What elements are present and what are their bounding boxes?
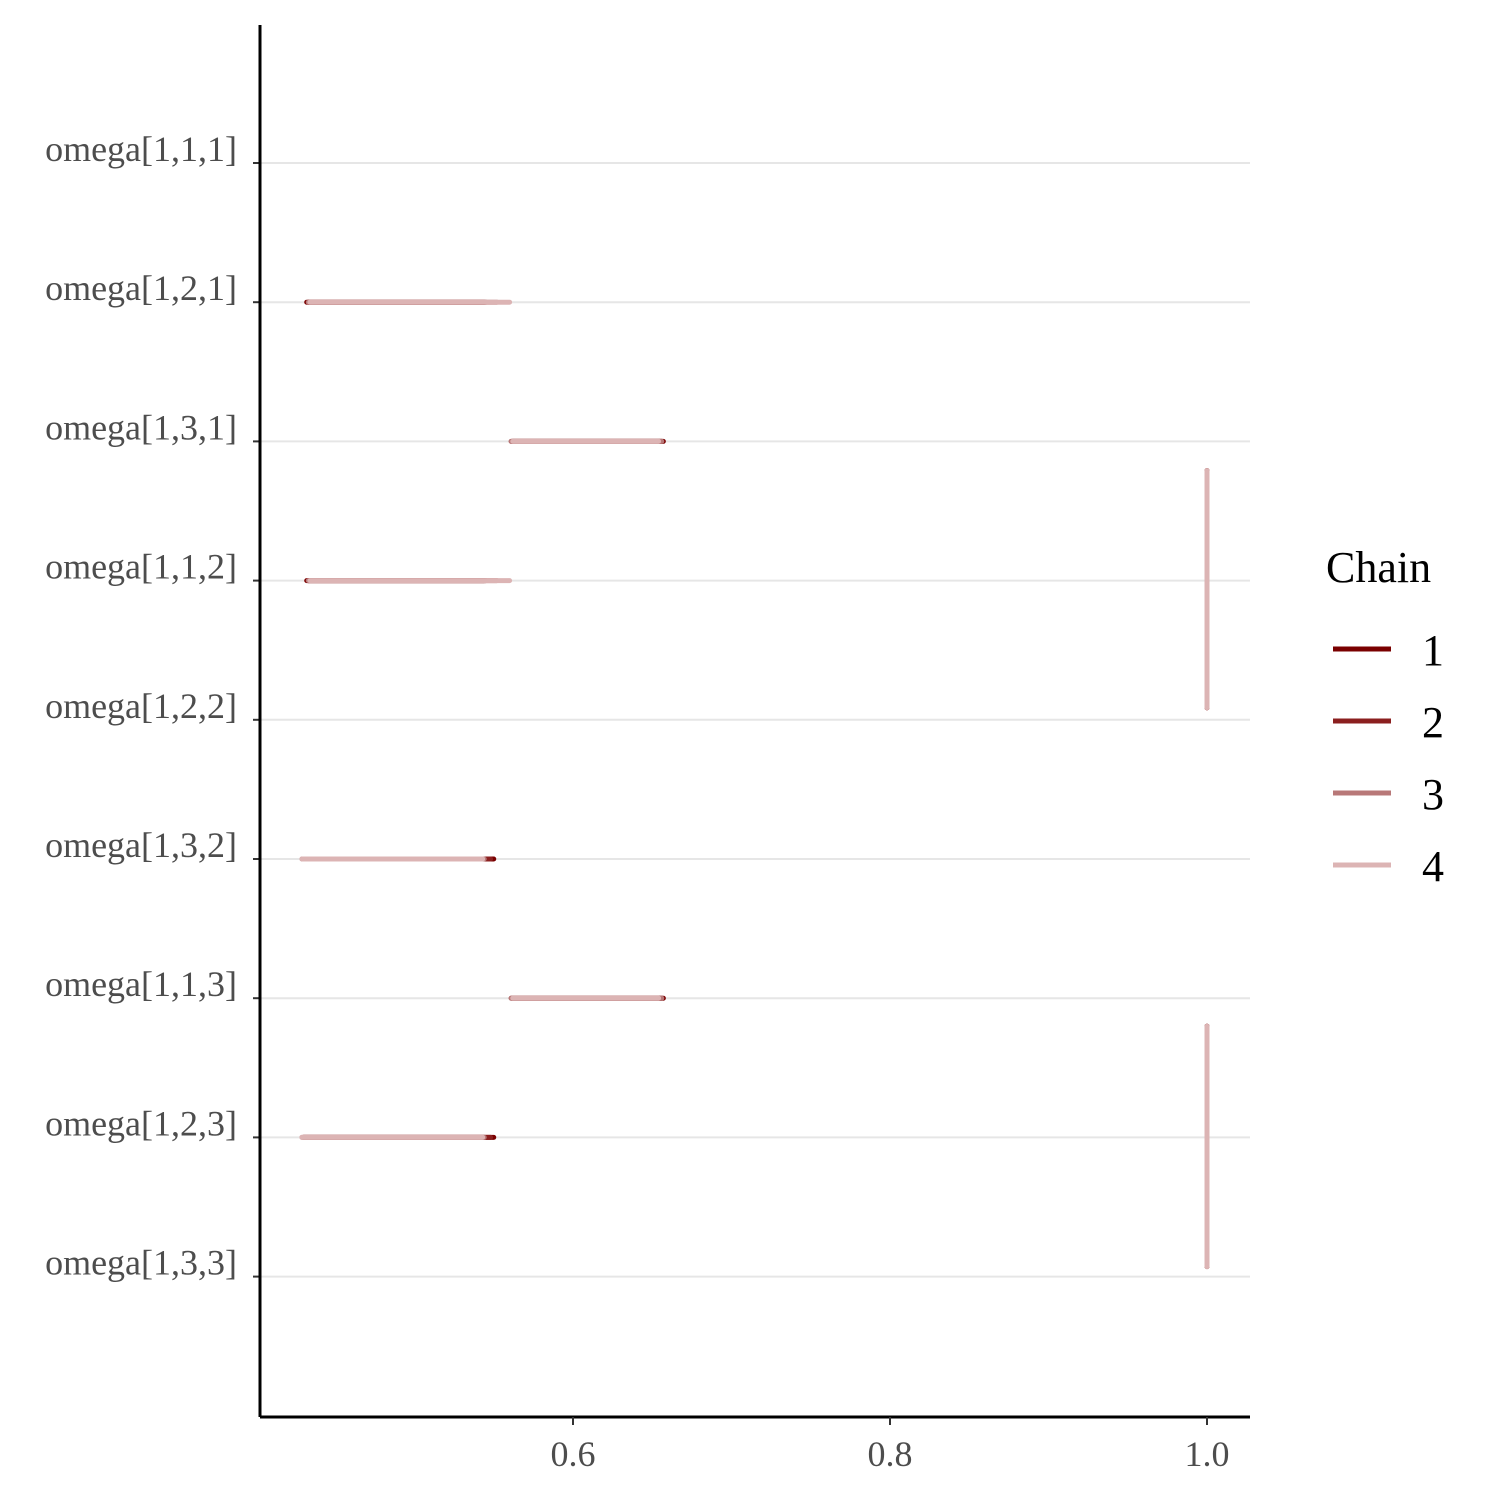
y-tick-label: omega[1,3,2] [45,825,237,865]
y-tick-label: omega[1,3,3] [45,1243,237,1283]
y-tick-label: omega[1,1,1] [45,129,237,169]
legend-label: 1 [1422,626,1444,675]
y-tick-label: omega[1,3,1] [45,407,237,447]
axes: omega[1,1,1] omega[1,2,1] omega[1,3,1] omeg… [45,25,1250,1474]
legend-label: 3 [1422,770,1444,819]
legend-label: 4 [1422,842,1444,891]
y-tick-label: omega[1,2,1] [45,268,237,308]
y-tick-label: omega[1,1,3] [45,964,237,1004]
legend-label: 2 [1422,698,1444,747]
gridlines [260,162,1250,1278]
legend-title: Chain [1326,543,1431,592]
y-tick-label: omega[1,1,2] [45,547,237,587]
y-tick-label: omega[1,2,2] [45,686,237,726]
x-tick-label: 0.8 [868,1434,913,1474]
interval-marks [299,299,1210,1270]
y-tick-label: omega[1,2,3] [45,1103,237,1143]
x-tick-label: 1.0 [1185,1434,1230,1474]
legend: Chain 1 2 3 4 [1326,543,1444,891]
x-tick-label: 0.6 [551,1434,596,1474]
